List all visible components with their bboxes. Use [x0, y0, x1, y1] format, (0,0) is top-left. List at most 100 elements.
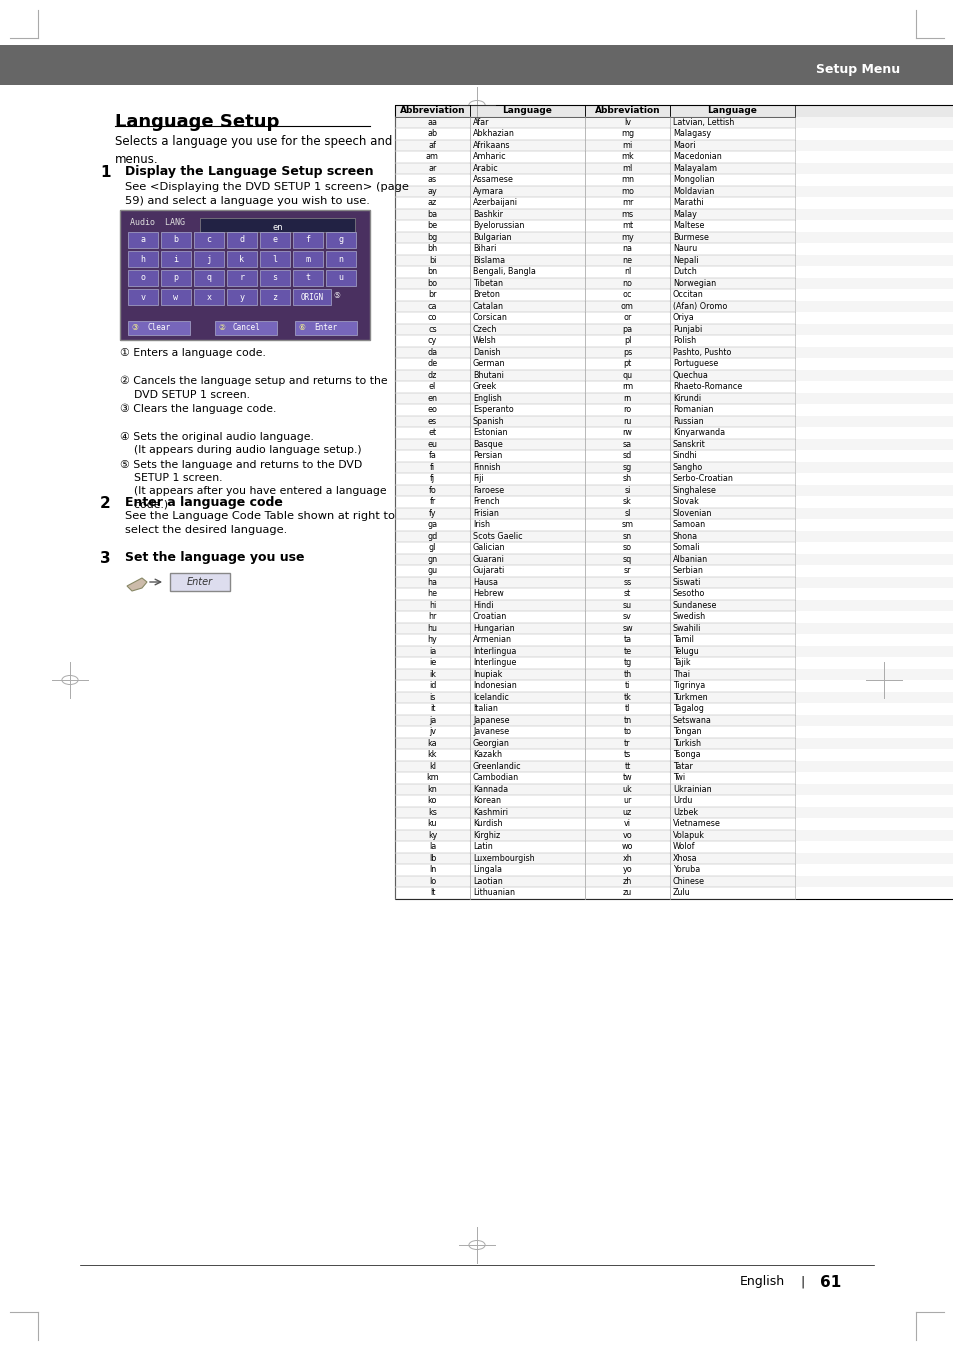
Text: w: w — [173, 293, 178, 301]
Bar — [161, 289, 191, 305]
Bar — [193, 289, 224, 305]
Text: Kirghiz: Kirghiz — [473, 830, 499, 840]
Text: Quechua: Quechua — [672, 371, 708, 379]
Bar — [395, 508, 953, 518]
Text: Twi: Twi — [672, 774, 684, 782]
Text: Kashmiri: Kashmiri — [473, 807, 507, 817]
Bar — [200, 217, 355, 232]
Bar — [193, 232, 224, 248]
Bar — [395, 439, 953, 450]
Text: e: e — [273, 235, 277, 244]
Bar — [395, 783, 953, 795]
Text: en: en — [273, 223, 283, 231]
Text: Ukrainian: Ukrainian — [672, 784, 711, 794]
Text: Italian: Italian — [473, 705, 497, 713]
Text: Cancel: Cancel — [232, 324, 259, 332]
Text: tn: tn — [622, 716, 631, 725]
Text: ja: ja — [429, 716, 436, 725]
Text: Malagasy: Malagasy — [672, 130, 710, 138]
Bar — [395, 852, 953, 864]
Text: d: d — [239, 235, 244, 244]
Text: da: da — [427, 348, 437, 356]
Bar — [395, 691, 953, 703]
Text: Georgian: Georgian — [473, 738, 509, 748]
Text: sq: sq — [622, 555, 632, 564]
Text: Selects a language you use for the speech and
menus.: Selects a language you use for the speec… — [115, 135, 392, 166]
Text: Persian: Persian — [473, 451, 501, 460]
Text: Telugu: Telugu — [672, 647, 698, 656]
Text: j: j — [206, 255, 212, 263]
Text: ay: ay — [427, 186, 436, 196]
Bar — [395, 566, 953, 576]
Bar — [395, 622, 953, 634]
Bar — [395, 370, 953, 381]
Bar — [395, 105, 953, 116]
Text: fr: fr — [429, 497, 436, 506]
Bar — [395, 714, 953, 726]
Text: Swedish: Swedish — [672, 613, 705, 621]
Text: ky: ky — [428, 830, 436, 840]
Text: Portuguese: Portuguese — [672, 359, 718, 369]
Text: Kannada: Kannada — [473, 784, 508, 794]
Bar — [395, 599, 953, 612]
Text: mn: mn — [620, 176, 634, 184]
Text: sw: sw — [621, 624, 632, 633]
Text: Spanish: Spanish — [473, 417, 504, 425]
Bar — [395, 243, 953, 255]
Text: es: es — [428, 417, 436, 425]
Text: ③: ③ — [131, 324, 138, 332]
Text: gd: gd — [427, 532, 437, 541]
Text: ln: ln — [429, 865, 436, 875]
Bar — [260, 270, 290, 286]
Bar — [395, 680, 953, 691]
Text: Abbreviation: Abbreviation — [399, 107, 465, 115]
Text: ml: ml — [621, 163, 632, 173]
Text: to: to — [622, 728, 631, 736]
Text: Russian: Russian — [672, 417, 703, 425]
Bar — [395, 485, 953, 495]
Bar — [395, 472, 953, 485]
Text: Set the language you use: Set the language you use — [125, 551, 304, 564]
Text: vo: vo — [622, 830, 632, 840]
Text: sr: sr — [623, 566, 631, 575]
Bar — [395, 864, 953, 876]
Text: Tamil: Tamil — [672, 636, 693, 644]
Text: Siswati: Siswati — [672, 578, 700, 587]
Text: st: st — [623, 589, 631, 598]
Bar — [214, 321, 276, 335]
Text: Language: Language — [707, 107, 757, 115]
Text: ba: ba — [427, 209, 437, 219]
Text: Uzbek: Uzbek — [672, 807, 698, 817]
Text: Enter: Enter — [314, 324, 337, 332]
Text: sg: sg — [622, 463, 632, 471]
Text: mr: mr — [621, 198, 633, 208]
Bar — [395, 634, 953, 645]
Text: ⑤ Sets the language and returns to the DVD
    SETUP 1 screen.
    (It appears a: ⑤ Sets the language and returns to the D… — [120, 460, 386, 509]
Text: xh: xh — [622, 853, 632, 863]
Text: Interlingua: Interlingua — [473, 647, 516, 656]
Text: Latin: Latin — [473, 842, 493, 852]
Text: Danish: Danish — [473, 348, 500, 356]
Text: u: u — [338, 274, 343, 282]
Text: Rhaeto-Romance: Rhaeto-Romance — [672, 382, 741, 391]
Text: See <Displaying the DVD SETUP 1 screen> (page
59) and select a language you wish: See <Displaying the DVD SETUP 1 screen> … — [125, 182, 409, 207]
Text: Tibetan: Tibetan — [473, 278, 502, 288]
Text: Bengali, Bangla: Bengali, Bangla — [473, 267, 536, 277]
Bar — [395, 139, 953, 151]
Text: Fiji: Fiji — [473, 474, 483, 483]
Bar — [193, 251, 224, 267]
Text: Faroese: Faroese — [473, 486, 503, 494]
Text: sv: sv — [622, 613, 631, 621]
Text: ro: ro — [622, 405, 631, 414]
Text: Turkmen: Turkmen — [672, 693, 707, 702]
Bar — [395, 749, 953, 760]
Text: mo: mo — [620, 186, 634, 196]
Bar — [395, 887, 953, 899]
Text: Audio  LANG: Audio LANG — [130, 217, 185, 227]
Text: rm: rm — [621, 382, 633, 391]
Text: he: he — [427, 589, 437, 598]
Text: km: km — [426, 774, 438, 782]
Text: Turkish: Turkish — [672, 738, 700, 748]
Text: si: si — [623, 486, 630, 494]
Bar — [395, 416, 953, 427]
